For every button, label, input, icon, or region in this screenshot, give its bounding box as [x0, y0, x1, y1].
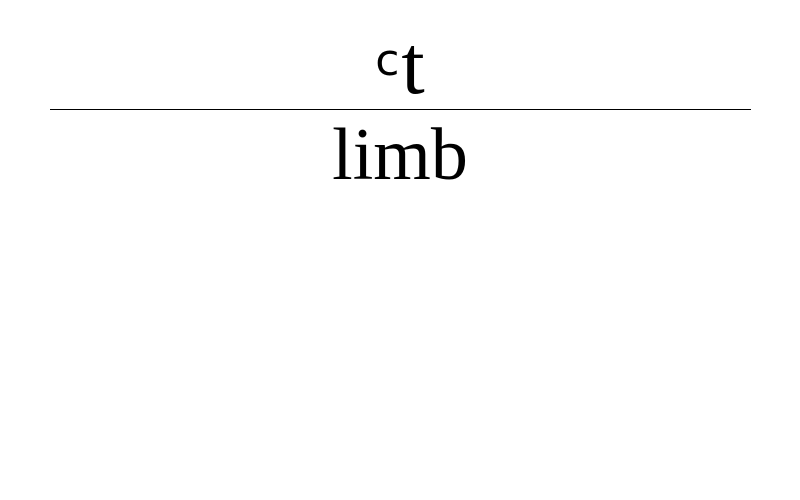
- numerator-base: t: [401, 19, 425, 112]
- numerator-superscript: c: [375, 35, 400, 86]
- fraction-divider-line: [50, 109, 751, 110]
- denominator: limb: [332, 114, 468, 196]
- numerator: ct: [0, 24, 800, 108]
